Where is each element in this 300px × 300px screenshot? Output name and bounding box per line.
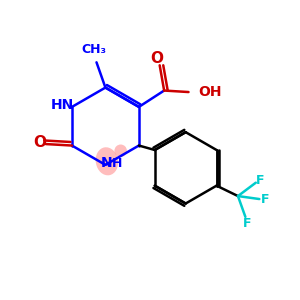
Text: H: H [112, 157, 122, 170]
Text: OH: OH [198, 85, 221, 99]
Text: F: F [261, 193, 269, 206]
Text: O: O [33, 135, 46, 150]
Text: N: N [101, 156, 113, 170]
Ellipse shape [114, 145, 127, 157]
Text: F: F [243, 217, 251, 230]
Text: CH₃: CH₃ [81, 44, 106, 56]
Ellipse shape [96, 147, 118, 175]
Text: O: O [150, 51, 163, 66]
Text: F: F [256, 174, 265, 187]
Text: HN: HN [51, 98, 74, 112]
